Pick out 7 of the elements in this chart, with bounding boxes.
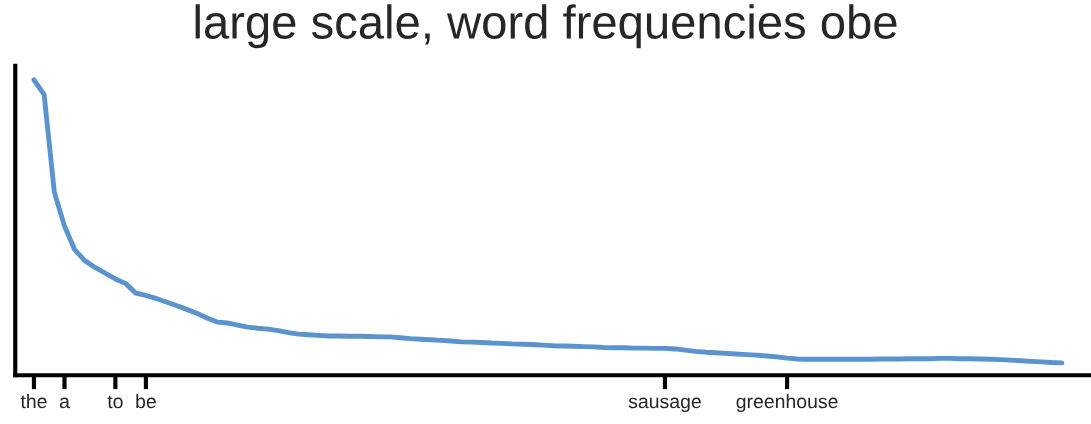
x-tick-label: greenhouse [736, 393, 838, 413]
chart-title: large scale, word frequencies obe [195, 4, 897, 49]
x-tick-label: to [107, 395, 123, 409]
x-tick-label: the [20, 393, 47, 409]
x-tick-label: be [136, 393, 156, 409]
x-tick-label: sausage [628, 397, 701, 413]
x-tick-label: a [59, 397, 70, 409]
